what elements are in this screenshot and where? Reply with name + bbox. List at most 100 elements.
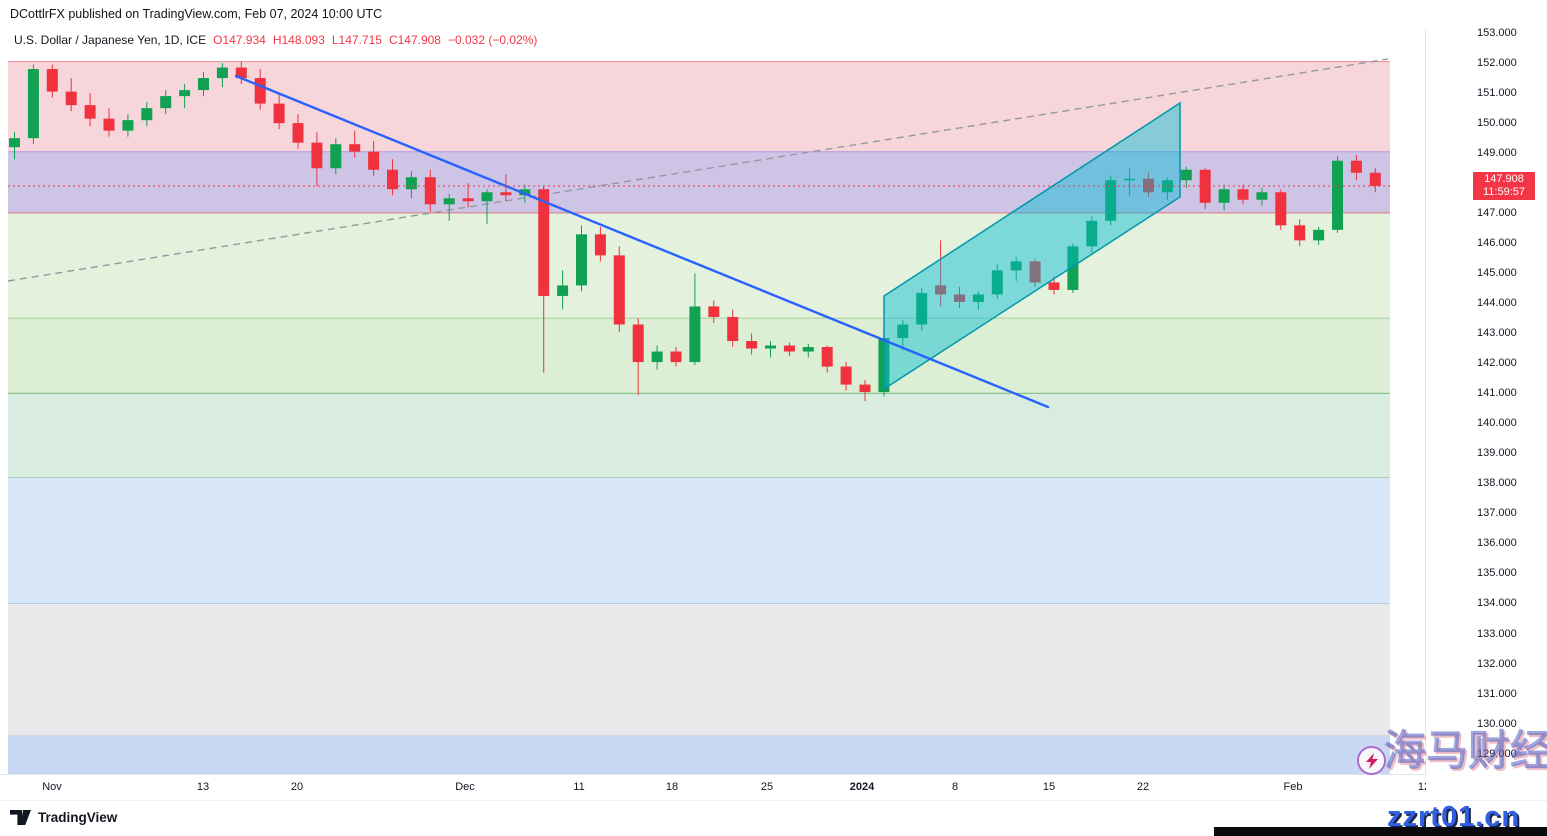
- candle: [462, 198, 474, 202]
- candle: [1086, 220, 1098, 247]
- price-axis[interactable]: 147.908 11:59:57 153.000 152.000 151.000 15…: [1426, 26, 1547, 774]
- candle: [1275, 192, 1287, 226]
- candle: [1029, 261, 1041, 283]
- candle: [1048, 282, 1060, 290]
- candle: [27, 69, 39, 139]
- price-axis-label: 130.000: [1477, 717, 1517, 730]
- downtrend-line[interactable]: [234, 74, 1050, 409]
- time-axis-label: Feb: [1283, 781, 1303, 793]
- time-axis-label: 8: [951, 781, 959, 793]
- candle: [651, 351, 663, 363]
- ohlc-open: O147.934: [213, 33, 266, 47]
- candle: [670, 351, 682, 363]
- candle: [802, 347, 814, 352]
- candle: [292, 123, 304, 143]
- price-axis-label: 140.000: [1477, 417, 1517, 430]
- price-axis-label: 133.000: [1477, 627, 1517, 640]
- watermark-bar: [1214, 827, 1547, 836]
- candle: [1124, 178, 1136, 181]
- candle: [330, 144, 342, 169]
- price-axis-separator: [1425, 30, 1426, 774]
- price-zone: [8, 151, 1390, 214]
- time-axis-label: 12: [1417, 781, 1426, 793]
- price-axis-label: 138.000: [1477, 477, 1517, 490]
- candle: [1313, 229, 1325, 241]
- candle: [349, 144, 361, 152]
- price-axis-label: 147.000: [1477, 206, 1517, 219]
- ascending-channel[interactable]: [883, 101, 1181, 391]
- price-axis-label: 143.000: [1477, 327, 1517, 339]
- price-axis-label: 152.000: [1477, 56, 1517, 69]
- candle: [897, 324, 909, 339]
- candle: [141, 108, 153, 121]
- bar-countdown: 11:59:57: [1482, 186, 1525, 198]
- price-axis-label: 146.000: [1477, 236, 1517, 249]
- candle: [443, 198, 455, 205]
- time-axis-label: 2024: [849, 781, 875, 793]
- candle: [783, 345, 795, 352]
- dashed-trendline[interactable]: [8, 58, 1389, 282]
- price-axis-label: 144.000: [1477, 296, 1517, 309]
- time-axis-label: 25: [760, 781, 774, 793]
- candle: [557, 285, 569, 296]
- ohlc-low: L147.715: [331, 33, 382, 47]
- price-axis-label: 150.000: [1477, 116, 1517, 129]
- attribution-text: DCottlrFX published on TradingView.com, …: [10, 7, 383, 21]
- candle: [254, 78, 266, 104]
- time-axis[interactable]: Nov 13 20 Dec 11 18 25 2024 8 15 22 Feb 12: [0, 775, 1426, 800]
- tradingview-logo-label: TradingView: [38, 810, 118, 825]
- candle: [405, 177, 417, 190]
- price-zone: [8, 736, 1390, 774]
- candle: [746, 341, 758, 349]
- time-axis-separator: [0, 774, 1426, 775]
- price-axis-label: 145.000: [1477, 266, 1517, 279]
- candle: [1180, 169, 1192, 181]
- candle: [613, 255, 625, 325]
- candle: [916, 292, 928, 325]
- candle: [500, 192, 512, 196]
- lightning-badge-icon: [1357, 746, 1386, 775]
- candle: [9, 138, 20, 148]
- candle: [689, 306, 701, 363]
- price-zone: [8, 393, 1390, 478]
- candle: [1199, 169, 1211, 203]
- current-price-value: 147.908: [1484, 173, 1524, 185]
- time-axis-label: Dec: [455, 781, 475, 793]
- candle: [991, 270, 1003, 295]
- cjk-watermark: 海马财经: [1384, 727, 1547, 774]
- candle: [1067, 246, 1079, 290]
- ohlc-close: C147.908: [388, 33, 441, 47]
- candle: [519, 189, 531, 196]
- candle: [727, 316, 739, 342]
- candle: [840, 366, 852, 385]
- candle: [65, 91, 77, 106]
- price-axis-label: 134.000: [1477, 597, 1517, 610]
- price-axis-label: 142.000: [1477, 357, 1517, 370]
- chart-canvas[interactable]: U.S. Dollar / Japanese Yen, 1D, ICE O147…: [8, 30, 1390, 774]
- price-axis-label: 137.000: [1477, 507, 1517, 520]
- candle: [538, 189, 550, 296]
- candle: [708, 306, 720, 317]
- candle: [235, 67, 247, 79]
- candle: [198, 78, 209, 91]
- candle: [46, 69, 58, 92]
- symbol-title[interactable]: U.S. Dollar / Japanese Yen, 1D, ICE: [14, 33, 207, 47]
- candlestick-plot[interactable]: [8, 30, 1390, 774]
- candle: [481, 192, 493, 202]
- price-axis-label: 135.000: [1477, 567, 1517, 580]
- candle: [765, 345, 776, 349]
- symbol-legend: U.S. Dollar / Japanese Yen, 1D, ICE O147…: [14, 33, 537, 47]
- price-axis-label: 153.000: [1477, 26, 1517, 39]
- candle: [1332, 160, 1343, 230]
- tradingview-logo[interactable]: TradingView: [10, 810, 117, 825]
- time-axis-label: Nov: [42, 781, 62, 793]
- candle: [632, 324, 644, 363]
- price-axis-label: 149.000: [1477, 146, 1517, 159]
- candle: [935, 285, 947, 295]
- price-axis-label: 141.000: [1477, 387, 1517, 400]
- candle: [368, 151, 380, 170]
- price-axis-label: 136.000: [1477, 537, 1517, 550]
- price-axis-label: 151.000: [1477, 86, 1517, 99]
- candle: [1294, 225, 1306, 241]
